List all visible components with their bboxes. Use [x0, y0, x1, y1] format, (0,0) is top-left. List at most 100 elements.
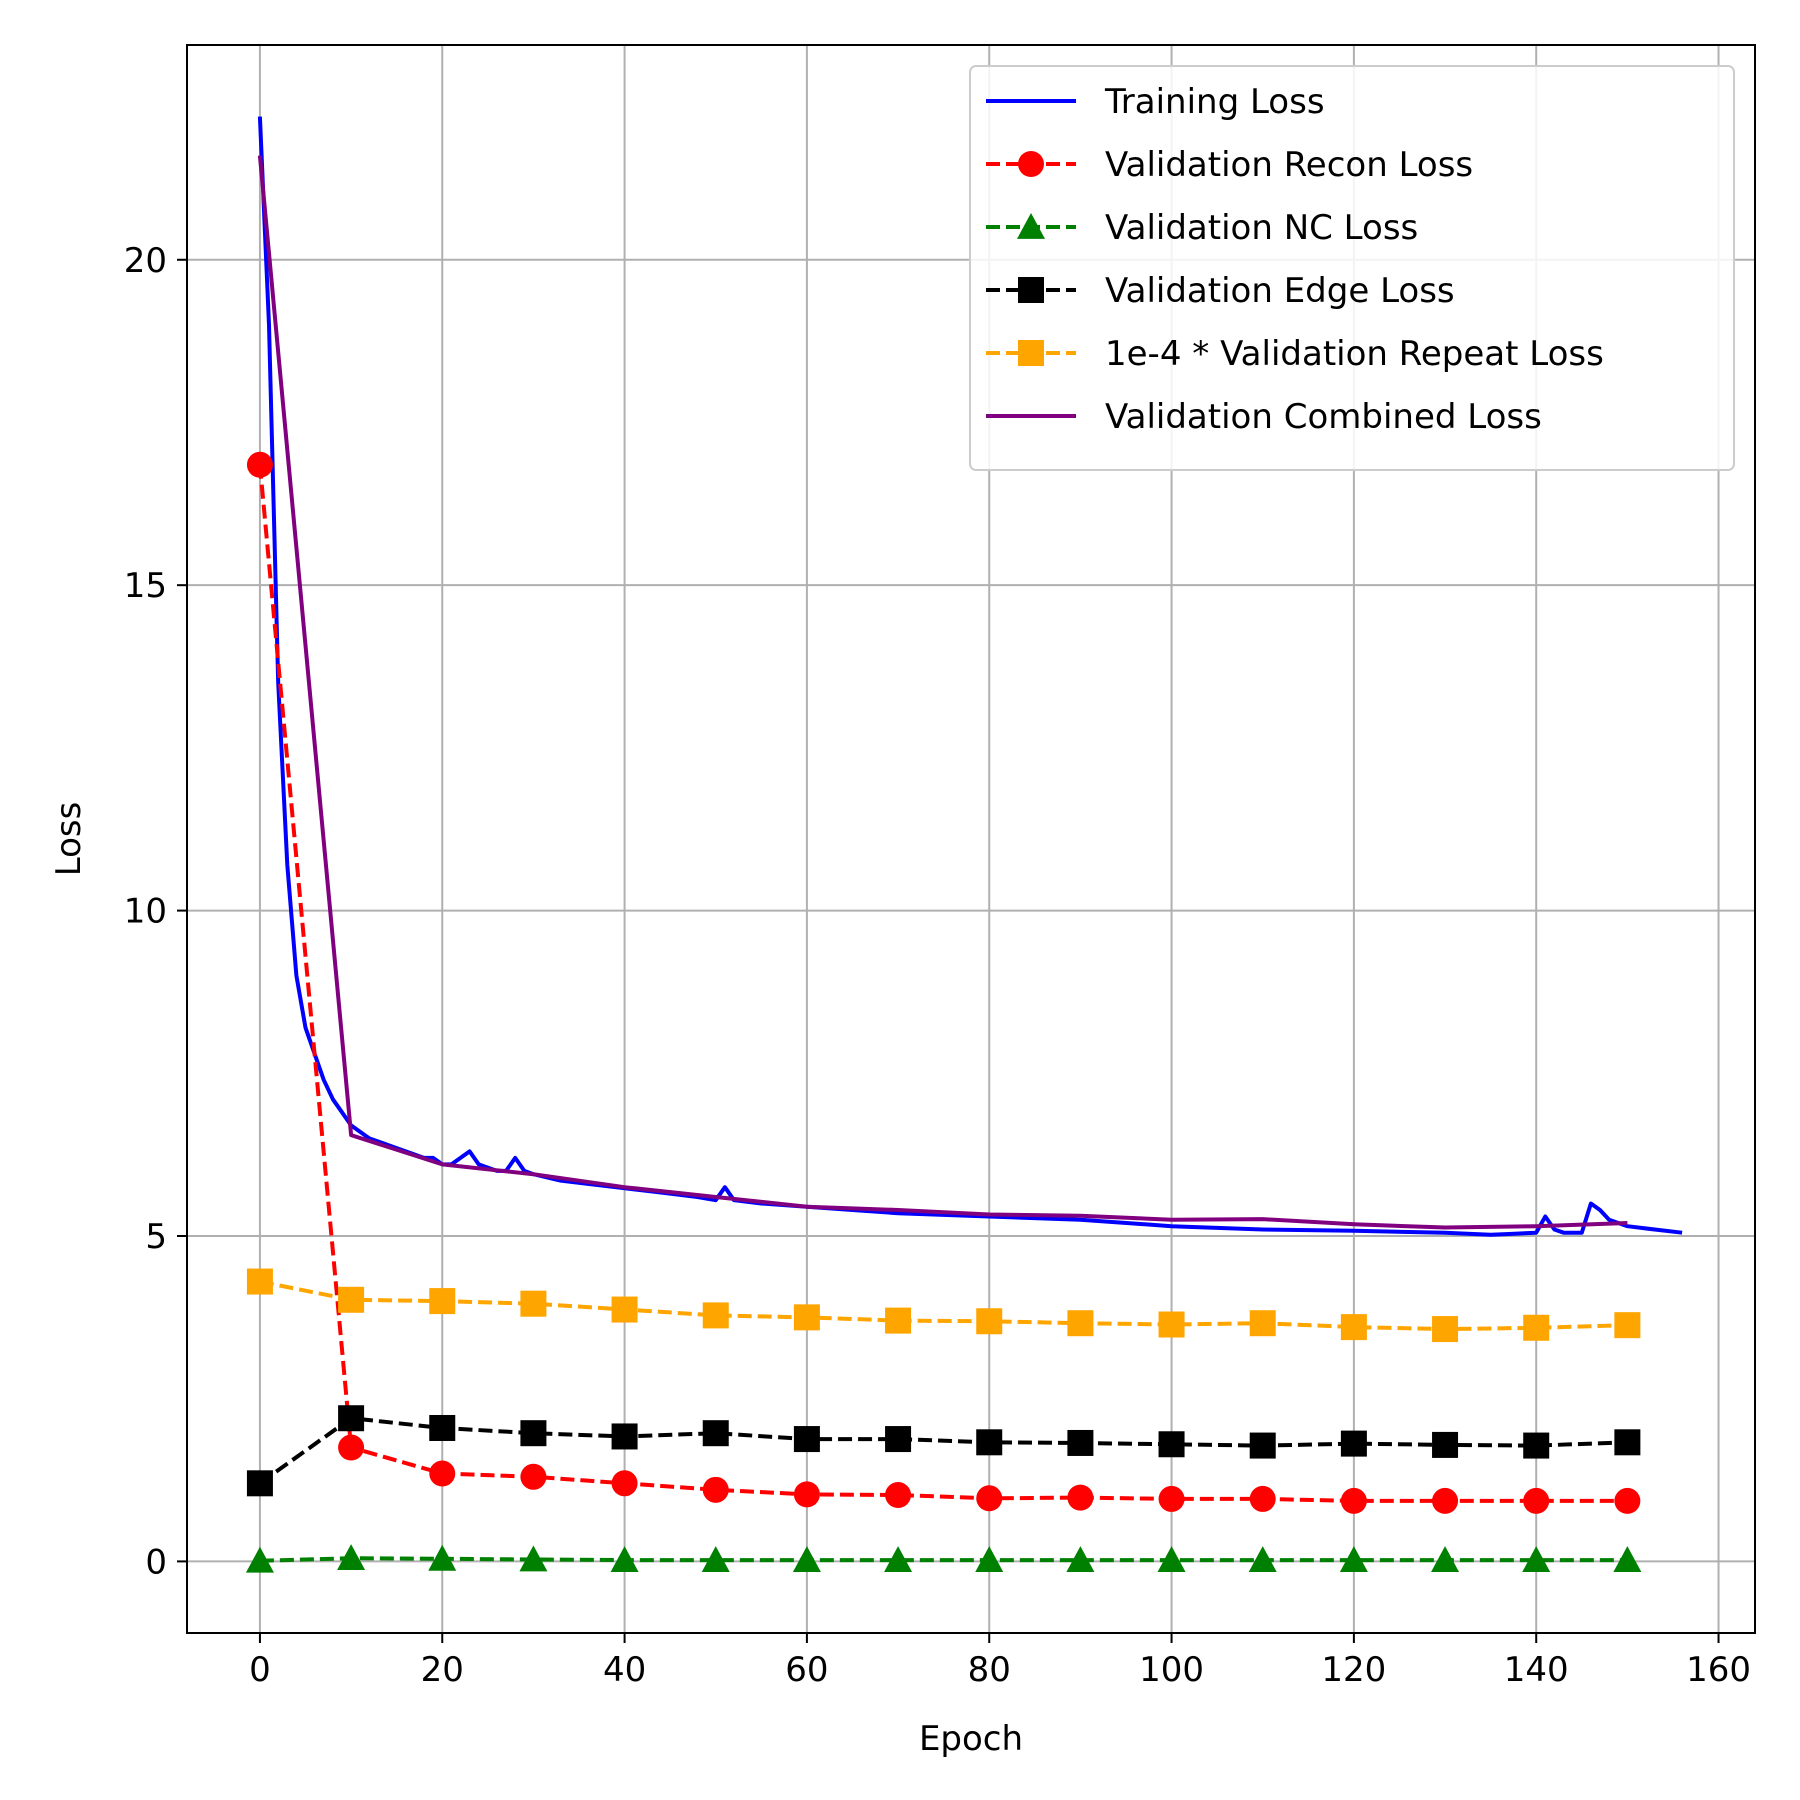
legend: Training Loss Validation Recon Loss Valida…	[969, 65, 1735, 471]
data-point	[338, 1405, 365, 1432]
legend-item-1e-4-validation-repeat-loss: 1e-4 * Validation Repeat Loss	[986, 334, 1604, 374]
data-point	[1067, 1484, 1094, 1511]
data-point	[1522, 1546, 1551, 1573]
data-point	[884, 1546, 913, 1573]
data-point	[1614, 1429, 1641, 1456]
data-point	[793, 1481, 820, 1508]
data-point	[246, 451, 273, 478]
data-point	[792, 1546, 821, 1573]
data-point	[246, 1470, 273, 1497]
data-point	[1340, 1314, 1367, 1341]
legend-item-validation-nc-loss: Validation NC Loss	[986, 208, 1418, 248]
legend-label: Validation Combined Loss	[1105, 397, 1542, 437]
data-point	[1613, 1546, 1642, 1573]
data-point	[1067, 1429, 1094, 1456]
legend-marker	[1018, 340, 1044, 366]
legend-label: Training Loss	[1104, 82, 1325, 122]
y-axis-label: Loss	[49, 802, 89, 877]
data-point	[976, 1485, 1003, 1512]
y-tick-label: 0	[145, 1542, 167, 1582]
legend-label: Validation NC Loss	[1105, 208, 1418, 248]
data-point	[520, 1420, 547, 1447]
data-point	[1158, 1485, 1185, 1512]
data-point	[246, 1268, 273, 1295]
legend-item-validation-combined-loss: Validation Combined Loss	[986, 397, 1542, 437]
data-point	[1614, 1487, 1641, 1514]
data-point	[245, 1546, 274, 1573]
data-point	[338, 1434, 365, 1461]
data-point	[611, 1296, 638, 1323]
legend-item-validation-recon-loss: Validation Recon Loss	[986, 145, 1473, 185]
legend-marker	[1017, 213, 1045, 239]
y-tick-label: 20	[124, 241, 167, 281]
y-tick-label: 15	[124, 566, 167, 606]
data-point	[1249, 1310, 1276, 1337]
data-point	[793, 1426, 820, 1453]
data-point	[429, 1460, 456, 1487]
data-point	[428, 1544, 457, 1571]
data-point	[1523, 1487, 1550, 1514]
data-point	[1523, 1432, 1550, 1459]
data-point	[338, 1286, 365, 1313]
data-point	[429, 1414, 456, 1441]
y-tick-label: 10	[124, 892, 167, 932]
legend-label: Validation Edge Loss	[1105, 271, 1455, 311]
data-point	[1067, 1310, 1094, 1337]
data-point	[1340, 1487, 1367, 1514]
x-tick-label: 0	[249, 1650, 271, 1690]
legend-item-training-loss: Training Loss	[986, 82, 1325, 122]
x-tick-label: 160	[1686, 1650, 1751, 1690]
data-point	[337, 1544, 366, 1571]
legend-label: Validation Recon Loss	[1105, 145, 1473, 185]
x-tick-label: 40	[603, 1650, 646, 1690]
data-point	[520, 1290, 547, 1317]
x-tick-label: 80	[968, 1650, 1011, 1690]
data-point	[1249, 1432, 1276, 1459]
plot-frame	[186, 44, 1756, 1634]
x-tick-label: 140	[1504, 1650, 1569, 1690]
data-point	[520, 1463, 547, 1490]
data-point	[885, 1482, 912, 1509]
x-tick-label: 20	[421, 1650, 464, 1690]
data-point	[702, 1476, 729, 1503]
legend-item-validation-edge-loss: Validation Edge Loss	[986, 271, 1455, 311]
series-validation-nc-loss	[245, 1544, 1642, 1573]
data-point	[1432, 1487, 1459, 1514]
x-tick-label: 100	[1139, 1650, 1204, 1690]
data-point	[1248, 1546, 1277, 1573]
legend-label: 1e-4 * Validation Repeat Loss	[1105, 334, 1604, 374]
x-tick-label: 120	[1321, 1650, 1386, 1690]
series-validation-combined-loss	[257, 155, 1628, 1230]
legend-marker	[1018, 277, 1044, 303]
x-tick-label: 60	[785, 1650, 828, 1690]
data-point	[429, 1288, 456, 1315]
data-point	[1066, 1546, 1095, 1573]
data-point	[1614, 1312, 1641, 1339]
data-point	[1158, 1431, 1185, 1458]
series-line	[257, 155, 1628, 1230]
x-axis-label: Epoch	[919, 1719, 1023, 1759]
data-point	[1523, 1314, 1550, 1341]
data-point	[975, 1546, 1004, 1573]
data-point	[976, 1308, 1003, 1335]
series-line	[258, 1416, 1628, 1485]
y-tick-label: 5	[145, 1217, 167, 1257]
series-validation-recon-loss	[246, 451, 1641, 1514]
data-point	[1431, 1546, 1460, 1573]
series-line	[257, 464, 1628, 1503]
data-point	[701, 1546, 730, 1573]
legend-marker	[1018, 151, 1044, 177]
series-1e-4-validation-repeat-loss	[246, 1268, 1641, 1343]
data-point	[1432, 1431, 1459, 1458]
data-point	[1158, 1311, 1185, 1338]
data-point	[885, 1307, 912, 1334]
series-validation-edge-loss	[246, 1405, 1641, 1497]
data-point	[976, 1429, 1003, 1456]
data-point	[611, 1423, 638, 1450]
data-point	[1339, 1546, 1368, 1573]
series-line	[259, 1556, 1628, 1563]
data-point	[519, 1545, 548, 1572]
data-point	[702, 1302, 729, 1329]
data-point	[1249, 1485, 1276, 1512]
